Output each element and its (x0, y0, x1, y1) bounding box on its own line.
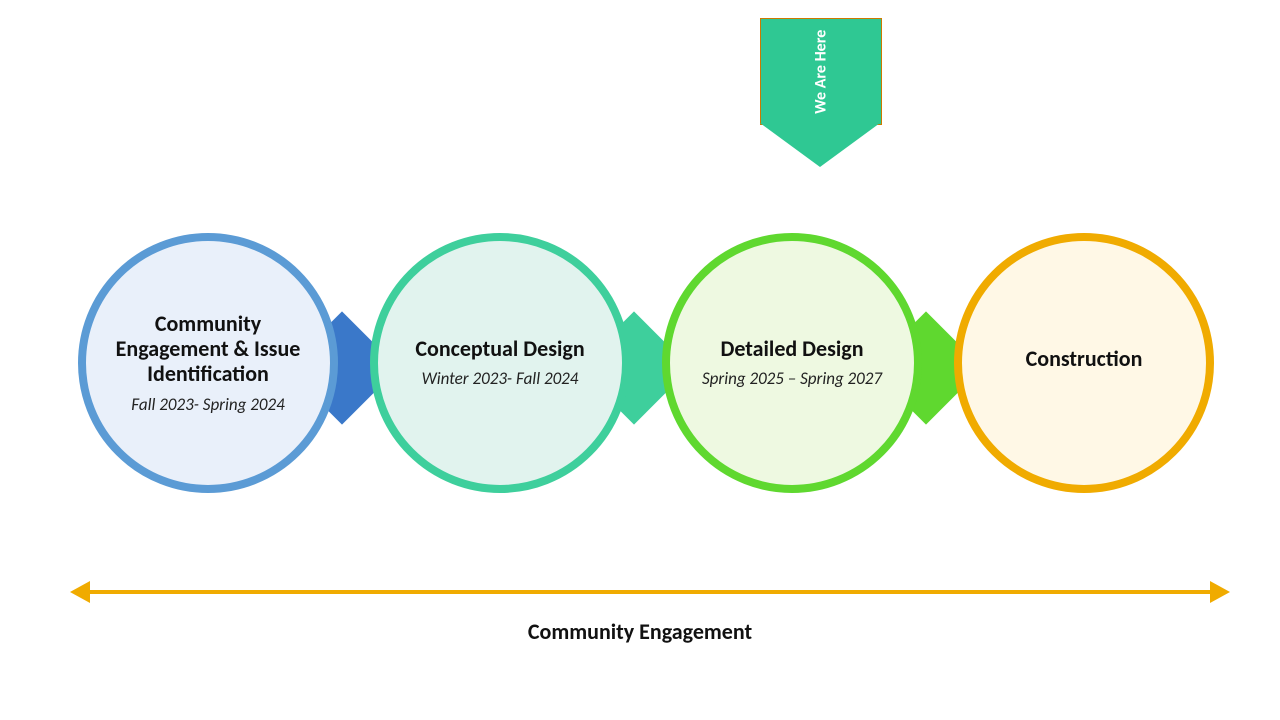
timeline-bar (88, 590, 1212, 594)
we-are-here-marker: We Are Here (760, 18, 882, 125)
phase-3: Detailed Design Spring 2025 – Spring 202… (662, 233, 922, 493)
phase-1-title: Community Engagement & Issue Identificat… (110, 311, 306, 387)
timeline-arrow-right (1210, 581, 1230, 603)
we-are-here-marker-point (760, 123, 880, 167)
phase-1: Community Engagement & Issue Identificat… (78, 233, 338, 493)
phase-4: Construction (954, 233, 1214, 493)
phase-2-title: Conceptual Design (415, 336, 584, 361)
phase-4-title: Construction (1026, 346, 1143, 371)
phase-3-subtitle: Spring 2025 – Spring 2027 (702, 369, 882, 389)
timeline-label: Community Engagement (0, 618, 1280, 645)
phase-2: Conceptual Design Winter 2023- Fall 2024 (370, 233, 630, 493)
phase-3-title: Detailed Design (720, 336, 863, 361)
phase-1-subtitle: Fall 2023- Spring 2024 (131, 395, 284, 415)
phase-2-subtitle: Winter 2023- Fall 2024 (422, 369, 579, 389)
timeline-arrow-left (70, 581, 90, 603)
we-are-here-label: We Are Here (812, 29, 830, 113)
